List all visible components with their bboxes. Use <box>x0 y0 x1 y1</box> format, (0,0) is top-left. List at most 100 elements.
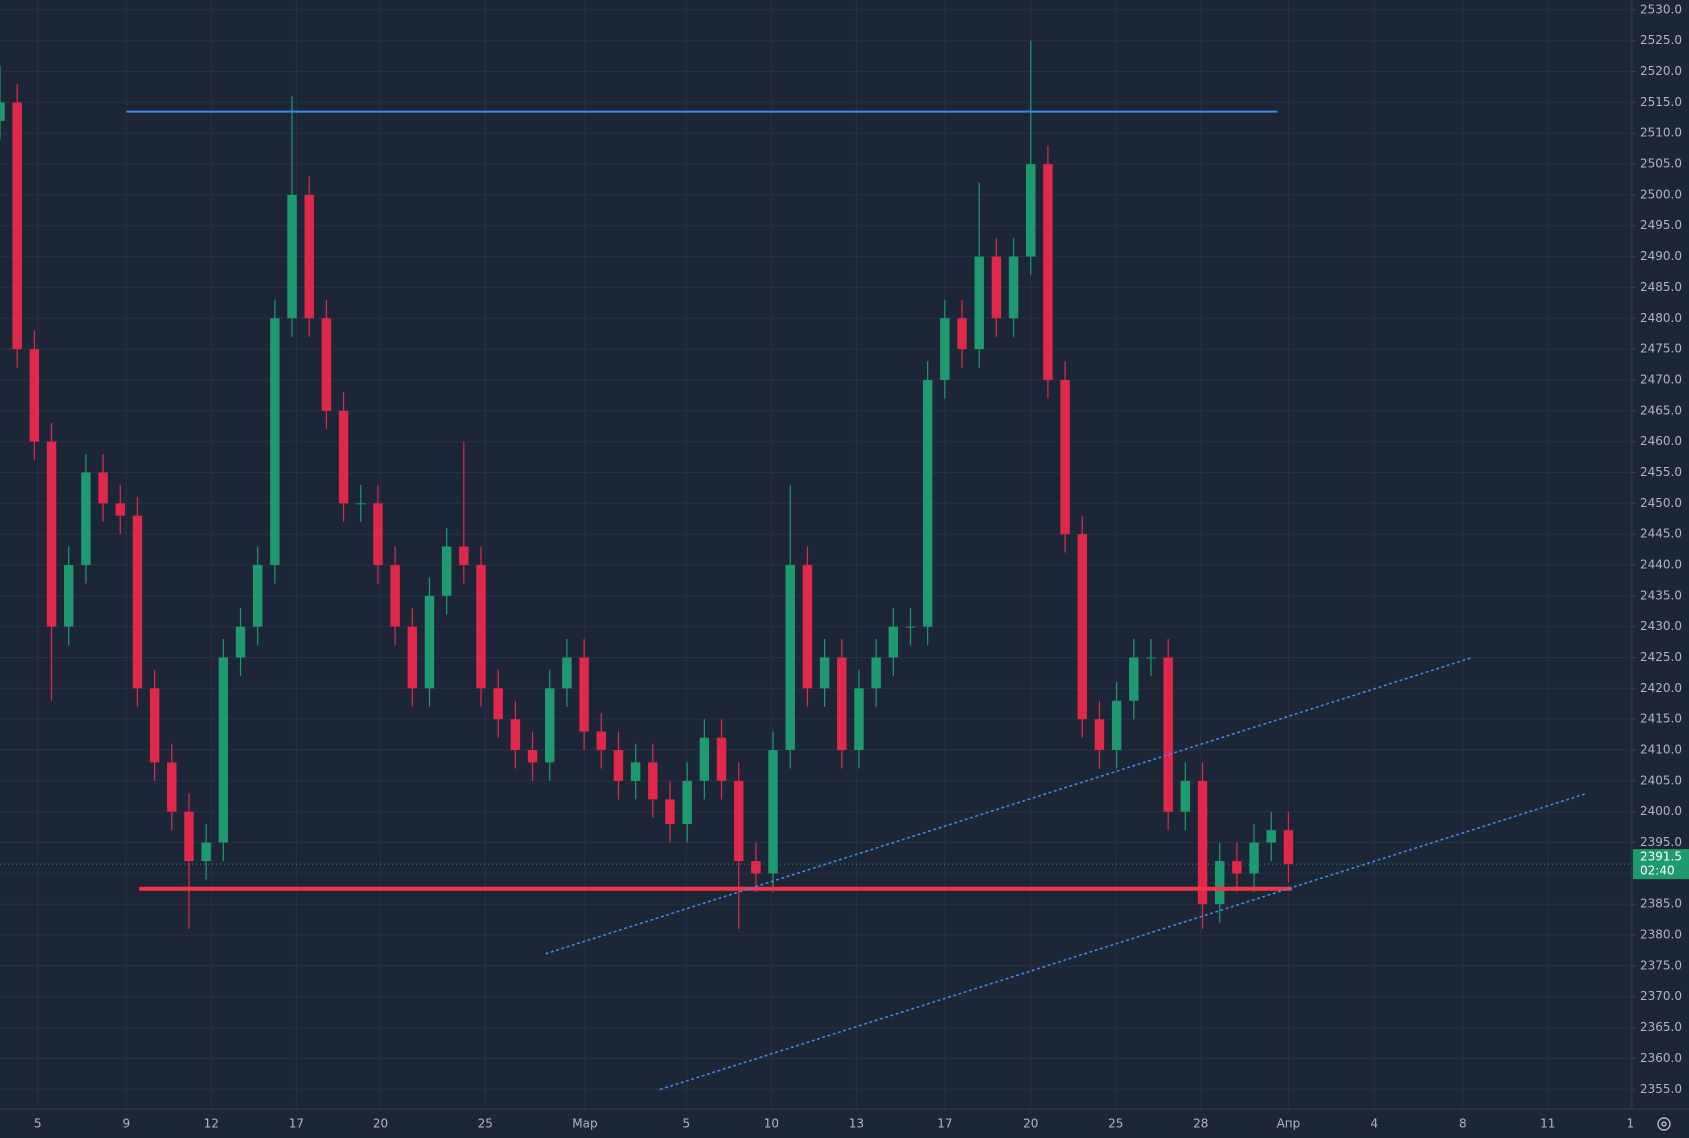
candle-body <box>1026 164 1036 257</box>
candle-body <box>184 811 194 862</box>
candle-body <box>356 503 366 505</box>
candle-body <box>888 626 899 658</box>
candle-body <box>1043 164 1053 380</box>
candle-body <box>46 441 57 627</box>
last-price-label: 2391.5 <box>1640 850 1682 864</box>
candle-body <box>407 626 418 689</box>
candle-body <box>974 256 984 350</box>
y-tick-label: 2515.0 <box>1640 95 1682 109</box>
candle-body <box>957 318 967 350</box>
candle-body <box>1077 534 1087 720</box>
x-tick-label: 5 <box>34 1117 42 1131</box>
y-tick-label: 2355.0 <box>1640 1082 1682 1096</box>
candle-body <box>29 349 40 442</box>
candle-body <box>510 719 521 751</box>
settings-core <box>1661 1121 1667 1127</box>
y-tick-label: 2510.0 <box>1640 126 1682 140</box>
candle-body <box>201 842 211 862</box>
candle-body <box>98 472 108 504</box>
candle-body <box>630 762 641 781</box>
candle-body <box>1111 700 1122 751</box>
candle-body <box>596 731 606 751</box>
y-tick-label: 2530.0 <box>1640 2 1682 16</box>
plot <box>0 40 1632 1091</box>
candle-body <box>751 861 761 874</box>
y-tick-label: 2500.0 <box>1640 187 1682 201</box>
x-tick-label: 4 <box>1370 1117 1378 1131</box>
y-tick-label: 2490.0 <box>1640 249 1682 263</box>
x-tick-label: 12 <box>204 1117 219 1131</box>
candle-body <box>854 688 864 751</box>
x-tick-label: 17 <box>289 1117 304 1131</box>
candle-body <box>1232 861 1242 874</box>
candle-body <box>321 318 332 411</box>
candle-body <box>0 102 5 121</box>
x-tick-label: 20 <box>1023 1117 1038 1131</box>
candle-body <box>167 762 177 812</box>
candle-body <box>373 503 383 565</box>
candle-body <box>991 256 1002 319</box>
candle-body <box>132 515 143 689</box>
y-tick-label: 2410.0 <box>1640 743 1682 757</box>
candle-body <box>1197 780 1208 905</box>
y-tick-label: 2475.0 <box>1640 342 1682 356</box>
candle-body <box>1266 830 1276 843</box>
candle-body <box>1060 379 1070 535</box>
x-tick-label: 25 <box>478 1117 493 1131</box>
y-tick-label: 2440.0 <box>1640 557 1682 571</box>
candle-body <box>476 564 486 689</box>
candle-body <box>1214 861 1225 905</box>
x-tick-label: 25 <box>1108 1117 1123 1131</box>
candle-body <box>115 503 125 516</box>
x-tick-label: Апр <box>1277 1117 1301 1131</box>
x-tick-label: 17 <box>937 1117 952 1131</box>
candle-body <box>871 657 881 689</box>
candle-body <box>1283 830 1294 865</box>
trend-line <box>545 656 1474 955</box>
y-tick-label: 2405.0 <box>1640 773 1682 787</box>
grid <box>0 0 1632 1109</box>
x-tick-label: 11 <box>1540 1117 1555 1131</box>
y-tick-label: 2495.0 <box>1640 218 1682 232</box>
x-tick-label: Мар <box>572 1117 597 1131</box>
candle-body <box>1249 842 1259 874</box>
candle-body <box>218 657 229 843</box>
candle-body <box>81 472 91 565</box>
x-tick-label: 9 <box>122 1117 130 1131</box>
y-tick-label: 2370.0 <box>1640 989 1682 1003</box>
y-tick-label: 2415.0 <box>1640 712 1682 726</box>
candle-body <box>768 750 778 874</box>
candle-body <box>149 688 160 763</box>
x-tick-label: 1 <box>1626 1117 1634 1131</box>
candle-body <box>579 657 589 732</box>
y-tick-label: 2435.0 <box>1640 588 1682 602</box>
y-tick-label: 2380.0 <box>1640 928 1682 942</box>
candle-body <box>545 688 555 763</box>
y-tick-label: 2430.0 <box>1640 619 1682 633</box>
candle-body <box>802 564 813 689</box>
candle-body <box>1146 657 1156 659</box>
y-tick-label: 2395.0 <box>1640 835 1682 849</box>
candle-body <box>1180 780 1191 812</box>
candle-body <box>493 688 503 720</box>
candle-body <box>252 564 263 627</box>
y-tick-label: 2455.0 <box>1640 465 1682 479</box>
y-tick-label: 2485.0 <box>1640 280 1682 294</box>
x-tick-label: 28 <box>1193 1117 1208 1131</box>
y-tick-label: 2460.0 <box>1640 434 1682 448</box>
candle-body <box>1163 657 1173 812</box>
settings-ring <box>1657 1117 1671 1131</box>
y-tick-label: 2385.0 <box>1640 897 1682 911</box>
settings-icon[interactable] <box>1657 1117 1671 1131</box>
y-tick-label: 2360.0 <box>1640 1051 1682 1065</box>
y-tick-label: 2375.0 <box>1640 958 1682 972</box>
candle-body <box>12 102 22 350</box>
candle-body <box>648 762 658 800</box>
axes: 2355.0 2360.0 2365.0 2370.0 2375.0 2380.0 2385… <box>34 2 1689 1131</box>
candle-body <box>338 410 349 504</box>
candle-body <box>785 564 795 751</box>
candle-body <box>235 626 246 658</box>
